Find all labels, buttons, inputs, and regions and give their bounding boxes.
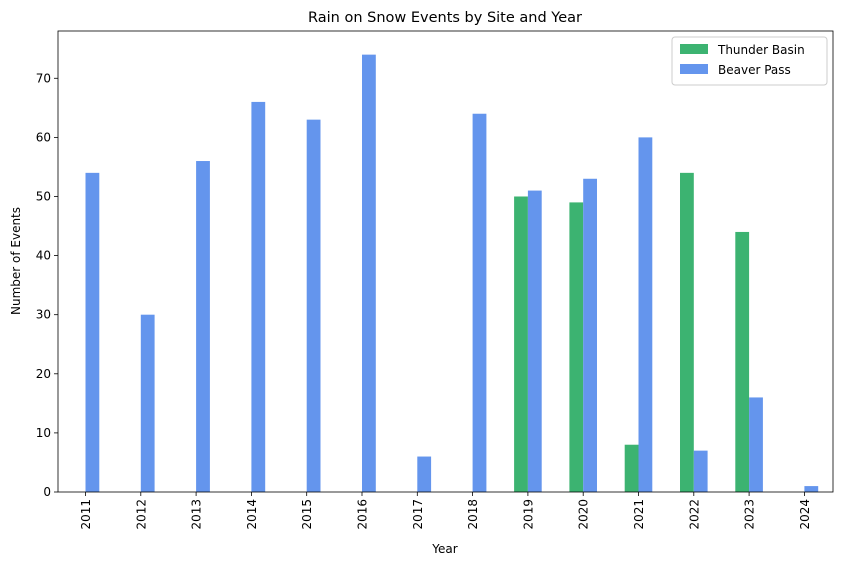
x-tick-label: 2019 xyxy=(521,499,535,530)
bar xyxy=(804,486,819,492)
bar xyxy=(417,456,432,492)
x-axis-label: Year xyxy=(431,542,457,556)
y-tick-label: 50 xyxy=(36,189,51,203)
chart-title: Rain on Snow Events by Site and Year xyxy=(308,10,582,26)
bar xyxy=(749,397,763,492)
bar xyxy=(624,444,639,492)
bar xyxy=(251,101,266,493)
legend-label: Beaver Pass xyxy=(718,63,791,77)
bar xyxy=(514,196,528,493)
y-tick-label: 0 xyxy=(43,485,51,499)
axes-frame xyxy=(57,30,834,493)
y-axis-ticks: 0 10 20 30 40 50 60 70 xyxy=(36,71,58,499)
x-tick-label: 2023 xyxy=(743,499,757,530)
legend-swatch xyxy=(680,64,708,74)
axes xyxy=(57,30,834,493)
bar xyxy=(85,172,100,492)
x-tick-label: 2012 xyxy=(134,499,148,530)
bar xyxy=(735,231,750,492)
y-axis-label: Number of Events xyxy=(9,207,23,315)
x-tick-label: 2014 xyxy=(245,499,259,530)
series-thunder-basin xyxy=(514,172,750,493)
bars xyxy=(85,54,819,493)
x-tick-label: 2021 xyxy=(632,499,646,530)
bar xyxy=(569,202,584,492)
y-tick-label: 30 xyxy=(36,308,51,322)
legend-label: Thunder Basin xyxy=(717,43,805,57)
bar xyxy=(638,137,653,492)
y-tick-label: 10 xyxy=(36,426,51,440)
y-tick-label: 20 xyxy=(36,367,51,381)
x-tick-label: 2013 xyxy=(190,499,204,530)
y-tick-label: 70 xyxy=(36,71,51,85)
bar xyxy=(140,314,155,492)
x-tick-label: 2024 xyxy=(798,499,812,530)
bar xyxy=(680,172,694,492)
bar xyxy=(196,161,210,492)
x-tick-label: 2017 xyxy=(411,499,425,530)
x-tick-label: 2022 xyxy=(687,499,701,530)
x-tick-label: 2015 xyxy=(300,499,314,530)
x-tick-label: 2016 xyxy=(356,499,370,530)
bar xyxy=(693,450,708,492)
bar xyxy=(306,119,321,493)
bar xyxy=(362,54,376,492)
x-axis-ticks: 2011 2012 2013 2014 2015 2016 2017 2018 2019 2020… xyxy=(79,492,812,530)
series-beaver-pass xyxy=(85,54,819,493)
bar xyxy=(527,190,542,492)
y-tick-label: 40 xyxy=(36,249,51,263)
legend: Thunder Basin Beaver Pass xyxy=(671,36,828,86)
legend-swatch xyxy=(680,44,708,54)
x-tick-label: 2020 xyxy=(577,499,591,530)
x-tick-label: 2011 xyxy=(79,499,93,530)
x-tick-label: 2018 xyxy=(466,499,480,530)
bar xyxy=(472,113,487,493)
legend-box xyxy=(671,36,828,86)
bar xyxy=(583,178,597,492)
y-tick-label: 60 xyxy=(36,130,51,144)
